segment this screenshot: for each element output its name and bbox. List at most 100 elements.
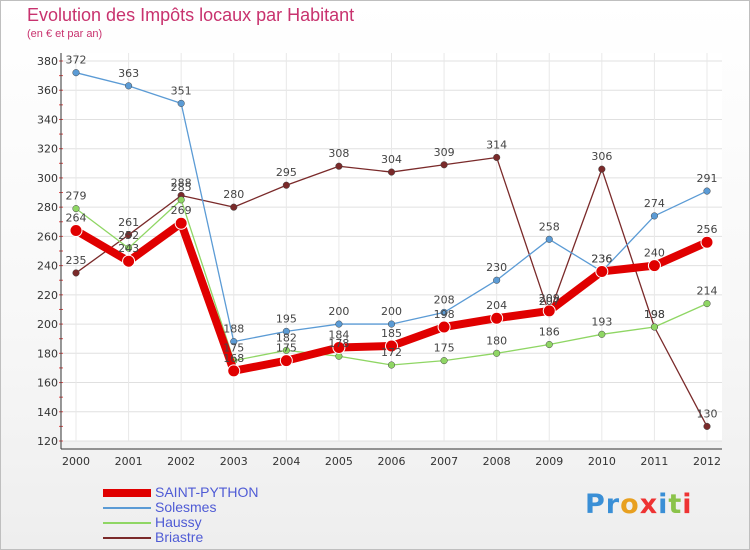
data-point-saint-python bbox=[647, 259, 661, 273]
data-label-briastre: 130 bbox=[697, 407, 718, 420]
data-label-haussy: 279 bbox=[66, 190, 87, 203]
data-label-solesmes: 274 bbox=[644, 197, 665, 210]
data-label-saint-python: 269 bbox=[171, 204, 192, 217]
data-point-saint-python bbox=[69, 224, 83, 238]
data-point-solesmes bbox=[545, 235, 553, 243]
data-label-haussy: 252 bbox=[118, 229, 139, 242]
data-label-solesmes: 258 bbox=[539, 220, 560, 233]
data-label-solesmes: 372 bbox=[66, 54, 87, 67]
legend-item-haussy: Haussy bbox=[103, 515, 343, 530]
x-tick-label: 2001 bbox=[115, 455, 143, 468]
data-label-solesmes: 363 bbox=[118, 67, 139, 80]
data-label-haussy: 175 bbox=[223, 342, 244, 355]
x-tick-label: 2010 bbox=[588, 455, 616, 468]
data-label-haussy: 193 bbox=[591, 315, 612, 328]
data-label-saint-python: 198 bbox=[434, 308, 455, 321]
y-tick-label: 300 bbox=[37, 172, 58, 185]
data-point-haussy bbox=[703, 300, 711, 308]
data-point-briastre bbox=[125, 231, 133, 239]
x-tick-label: 2007 bbox=[430, 455, 458, 468]
data-point-briastre bbox=[387, 168, 396, 176]
data-label-briastre: 309 bbox=[434, 146, 455, 159]
data-label-solesmes: 195 bbox=[276, 312, 297, 325]
data-point-solesmes bbox=[72, 69, 80, 77]
y-tick-label: 220 bbox=[37, 289, 58, 302]
y-tick-label: 380 bbox=[37, 55, 58, 68]
data-point-haussy bbox=[72, 205, 80, 213]
data-point-saint-python bbox=[542, 304, 556, 318]
y-tick-label: 200 bbox=[37, 318, 58, 331]
data-point-haussy bbox=[387, 361, 396, 369]
legend-swatch-saint-python bbox=[103, 489, 151, 497]
x-tick-label: 2000 bbox=[62, 455, 90, 468]
data-label-briastre: 314 bbox=[486, 138, 507, 151]
data-point-briastre bbox=[703, 422, 711, 430]
data-point-saint-python bbox=[332, 340, 346, 354]
y-tick-label: 360 bbox=[37, 84, 58, 97]
data-label-saint-python: 204 bbox=[486, 299, 507, 312]
data-point-saint-python bbox=[437, 320, 451, 334]
x-tick-label: 2003 bbox=[220, 455, 248, 468]
data-label-saint-python: 168 bbox=[223, 352, 244, 365]
data-label-solesmes: 351 bbox=[171, 84, 192, 97]
data-label-haussy: 285 bbox=[171, 181, 192, 194]
data-label-solesmes: 236 bbox=[591, 252, 612, 265]
data-point-haussy bbox=[493, 349, 501, 357]
chart-title: Evolution des Impôts locaux par Habitant bbox=[27, 5, 355, 25]
x-tick-label: 2002 bbox=[167, 455, 195, 468]
data-point-solesmes bbox=[440, 308, 448, 316]
data-label-briastre: 207 bbox=[539, 295, 560, 308]
legend-swatch-haussy bbox=[103, 522, 151, 524]
data-point-solesmes bbox=[282, 327, 290, 335]
data-label-solesmes: 208 bbox=[434, 293, 455, 306]
data-point-haussy bbox=[598, 330, 606, 338]
legend-swatch-briastre bbox=[103, 537, 151, 539]
x-tick-label: 2006 bbox=[378, 455, 406, 468]
data-label-briastre: 295 bbox=[276, 166, 297, 179]
data-label-haussy: 182 bbox=[276, 331, 297, 344]
data-label-haussy: 186 bbox=[539, 326, 560, 339]
proxiti-logo: Proxiti bbox=[585, 489, 693, 520]
data-label-briastre: 308 bbox=[328, 147, 349, 160]
data-point-solesmes bbox=[387, 320, 396, 328]
x-tick-label: 2012 bbox=[693, 455, 721, 468]
data-point-briastre bbox=[230, 203, 238, 211]
data-label-saint-python: 184 bbox=[328, 328, 349, 341]
data-point-haussy bbox=[177, 196, 185, 204]
legend-swatch-solesmes bbox=[103, 507, 151, 509]
data-point-solesmes bbox=[335, 320, 343, 328]
data-label-briastre: 261 bbox=[118, 216, 139, 229]
data-point-briastre bbox=[335, 162, 343, 170]
data-point-haussy bbox=[282, 346, 290, 354]
data-label-haussy: 214 bbox=[697, 285, 718, 298]
data-label-haussy: 175 bbox=[434, 342, 455, 355]
y-tick-label: 280 bbox=[37, 201, 58, 214]
data-label-briastre: 304 bbox=[381, 153, 402, 166]
y-tick-label: 240 bbox=[37, 260, 58, 273]
data-label-saint-python: 209 bbox=[539, 292, 560, 305]
data-label-solesmes: 188 bbox=[223, 323, 244, 336]
data-point-briastre bbox=[72, 269, 80, 277]
legend-item-briastre: Briastre bbox=[103, 530, 343, 545]
data-label-briastre: 280 bbox=[223, 188, 244, 201]
data-point-solesmes bbox=[650, 212, 658, 220]
data-label-saint-python: 243 bbox=[118, 242, 139, 255]
data-point-solesmes bbox=[177, 99, 185, 107]
y-tick-label: 340 bbox=[37, 113, 58, 126]
legend-label-solesmes: Solesmes bbox=[155, 499, 217, 515]
legend-label-briastre: Briastre bbox=[155, 529, 204, 545]
legend-label-haussy: Haussy bbox=[155, 514, 202, 530]
data-point-briastre bbox=[440, 161, 448, 169]
y-tick-label: 140 bbox=[37, 406, 58, 419]
x-tick-label: 2009 bbox=[535, 455, 563, 468]
data-point-saint-python bbox=[122, 254, 136, 268]
data-label-briastre: 235 bbox=[66, 254, 87, 267]
data-label-saint-python: 256 bbox=[697, 223, 718, 236]
data-point-saint-python bbox=[279, 354, 293, 368]
data-label-briastre: 306 bbox=[591, 150, 612, 163]
data-label-solesmes: 200 bbox=[328, 305, 349, 318]
data-point-briastre bbox=[282, 181, 290, 189]
data-point-saint-python bbox=[385, 339, 398, 353]
